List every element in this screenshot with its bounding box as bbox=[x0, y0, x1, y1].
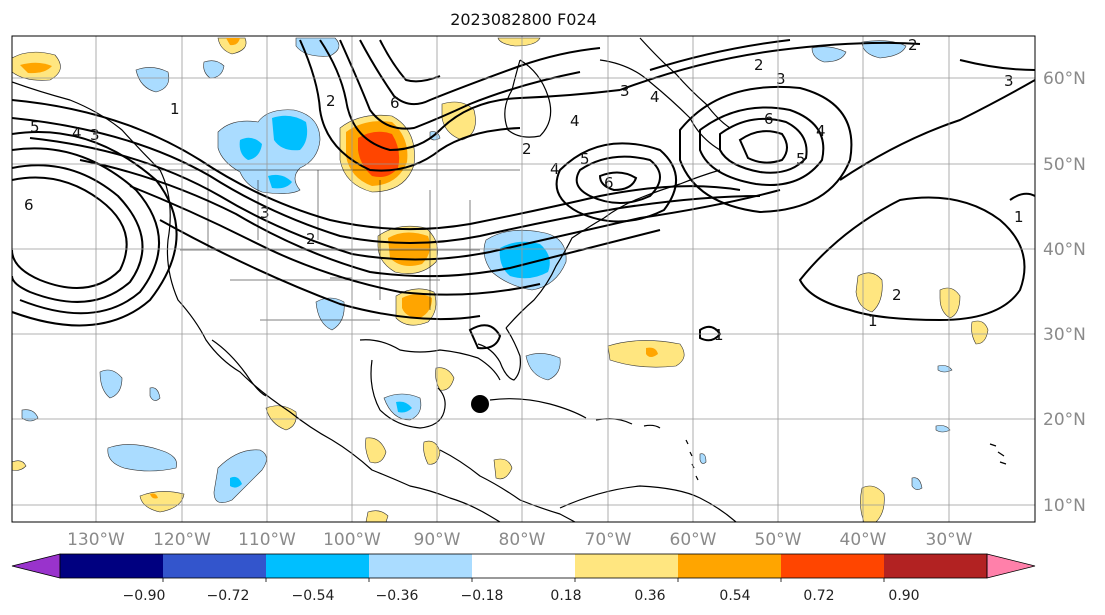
contour-label: 6 bbox=[764, 110, 774, 128]
lon-label: 110°W bbox=[238, 530, 296, 550]
contour-label: 2 bbox=[306, 230, 316, 248]
colorbar-segment bbox=[266, 554, 370, 578]
colorbar-segment bbox=[472, 554, 576, 578]
contour-label: 5 bbox=[580, 150, 590, 168]
negative-anomaly-shading bbox=[12, 37, 953, 503]
contour-label: 2 bbox=[892, 286, 902, 304]
contour-label: 5 bbox=[30, 118, 40, 136]
contour-label: 2 bbox=[522, 140, 532, 158]
contour-label: 4 bbox=[816, 122, 826, 140]
colorbar-tick-label: 0.36 bbox=[634, 588, 665, 604]
lat-label: 40°N bbox=[1043, 240, 1086, 260]
contour-label: 1 bbox=[714, 326, 724, 344]
contour-label: 3 bbox=[1004, 72, 1014, 90]
storm-center-marker bbox=[471, 395, 489, 413]
contour-label: 6 bbox=[604, 174, 614, 192]
colorbar-tick-label: −0.90 bbox=[123, 588, 166, 604]
colorbar-tick-labels: −0.90 −0.72 −0.54 −0.36 −0.18 0.18 0.36 … bbox=[123, 588, 920, 604]
colorbar-tick-label: −0.36 bbox=[376, 588, 419, 604]
colorbar-outline bbox=[59, 553, 988, 579]
lon-label: 120°W bbox=[153, 530, 211, 550]
contour-label: 5 bbox=[796, 150, 806, 168]
contour-label: 2 bbox=[326, 92, 336, 110]
colorbar-tick-label: −0.54 bbox=[292, 588, 335, 604]
colorbar-tick-label: −0.18 bbox=[461, 588, 504, 604]
contour-label: 2 bbox=[908, 36, 918, 54]
lon-label: 90°W bbox=[414, 530, 461, 550]
lon-label: 60°W bbox=[670, 530, 717, 550]
state-borders bbox=[150, 169, 520, 330]
lon-label: 30°W bbox=[926, 530, 973, 550]
lon-label: 100°W bbox=[323, 530, 381, 550]
colorbar-segment bbox=[575, 554, 679, 578]
lon-label: 50°W bbox=[755, 530, 802, 550]
contour-lines bbox=[12, 39, 1035, 350]
map-title: 2023082800 F024 bbox=[450, 10, 597, 29]
contour-label: 4 bbox=[550, 160, 560, 178]
colorbar bbox=[11, 553, 1036, 582]
graticule bbox=[12, 36, 1035, 522]
lat-label: 50°N bbox=[1043, 155, 1086, 175]
contour-label: 3 bbox=[776, 70, 786, 88]
colorbar-extend-min bbox=[11, 553, 61, 579]
contour-label: 3 bbox=[90, 126, 100, 144]
contour-label: 1 bbox=[1014, 208, 1024, 226]
map-frame bbox=[11, 35, 1036, 523]
lon-label: 130°W bbox=[67, 530, 125, 550]
colorbar-tick-label: 0.72 bbox=[803, 588, 834, 604]
contour-label: 3 bbox=[260, 204, 270, 222]
longitude-labels: 130°W 120°W 110°W 100°W 90°W 80°W 70°W 6… bbox=[67, 530, 973, 550]
colorbar-segment bbox=[163, 554, 267, 578]
contour-label-group: 5 4 3 1 6 3 2 6 2 4 4 5 6 3 4 2 3 6 4 5 … bbox=[24, 36, 1024, 344]
contour-label: 4 bbox=[570, 112, 580, 130]
colorbar-tick-label: 0.18 bbox=[550, 588, 581, 604]
lat-label: 10°N bbox=[1043, 496, 1086, 516]
contour-label: 4 bbox=[72, 124, 82, 142]
colorbar-segment bbox=[884, 554, 988, 578]
lat-label: 30°N bbox=[1043, 325, 1086, 345]
colorbar-segment bbox=[369, 554, 473, 578]
lon-label: 80°W bbox=[499, 530, 546, 550]
contour-label: 6 bbox=[390, 94, 400, 112]
contour-label: 3 bbox=[620, 82, 630, 100]
contour-label: 4 bbox=[650, 88, 660, 106]
colorbar-tick-label: 0.90 bbox=[888, 588, 919, 604]
contour-label: 1 bbox=[170, 100, 180, 118]
colorbar-segment bbox=[781, 554, 885, 578]
colorbar-tick-label: 0.54 bbox=[719, 588, 750, 604]
contour-label: 1 bbox=[868, 312, 878, 330]
lon-label: 70°W bbox=[585, 530, 632, 550]
colorbar-segment bbox=[60, 554, 164, 578]
contour-label: 6 bbox=[24, 196, 34, 214]
lat-label: 20°N bbox=[1043, 410, 1086, 430]
contour-label: 2 bbox=[754, 56, 764, 74]
lon-label: 40°W bbox=[840, 530, 887, 550]
colorbar-extend-max bbox=[986, 553, 1036, 579]
latitude-labels: 60°N 50°N 40°N 30°N 20°N 10°N bbox=[1043, 69, 1086, 516]
lat-label: 60°N bbox=[1043, 69, 1086, 89]
colorbar-tick-label: −0.72 bbox=[207, 588, 250, 604]
colorbar-segment bbox=[678, 554, 782, 578]
